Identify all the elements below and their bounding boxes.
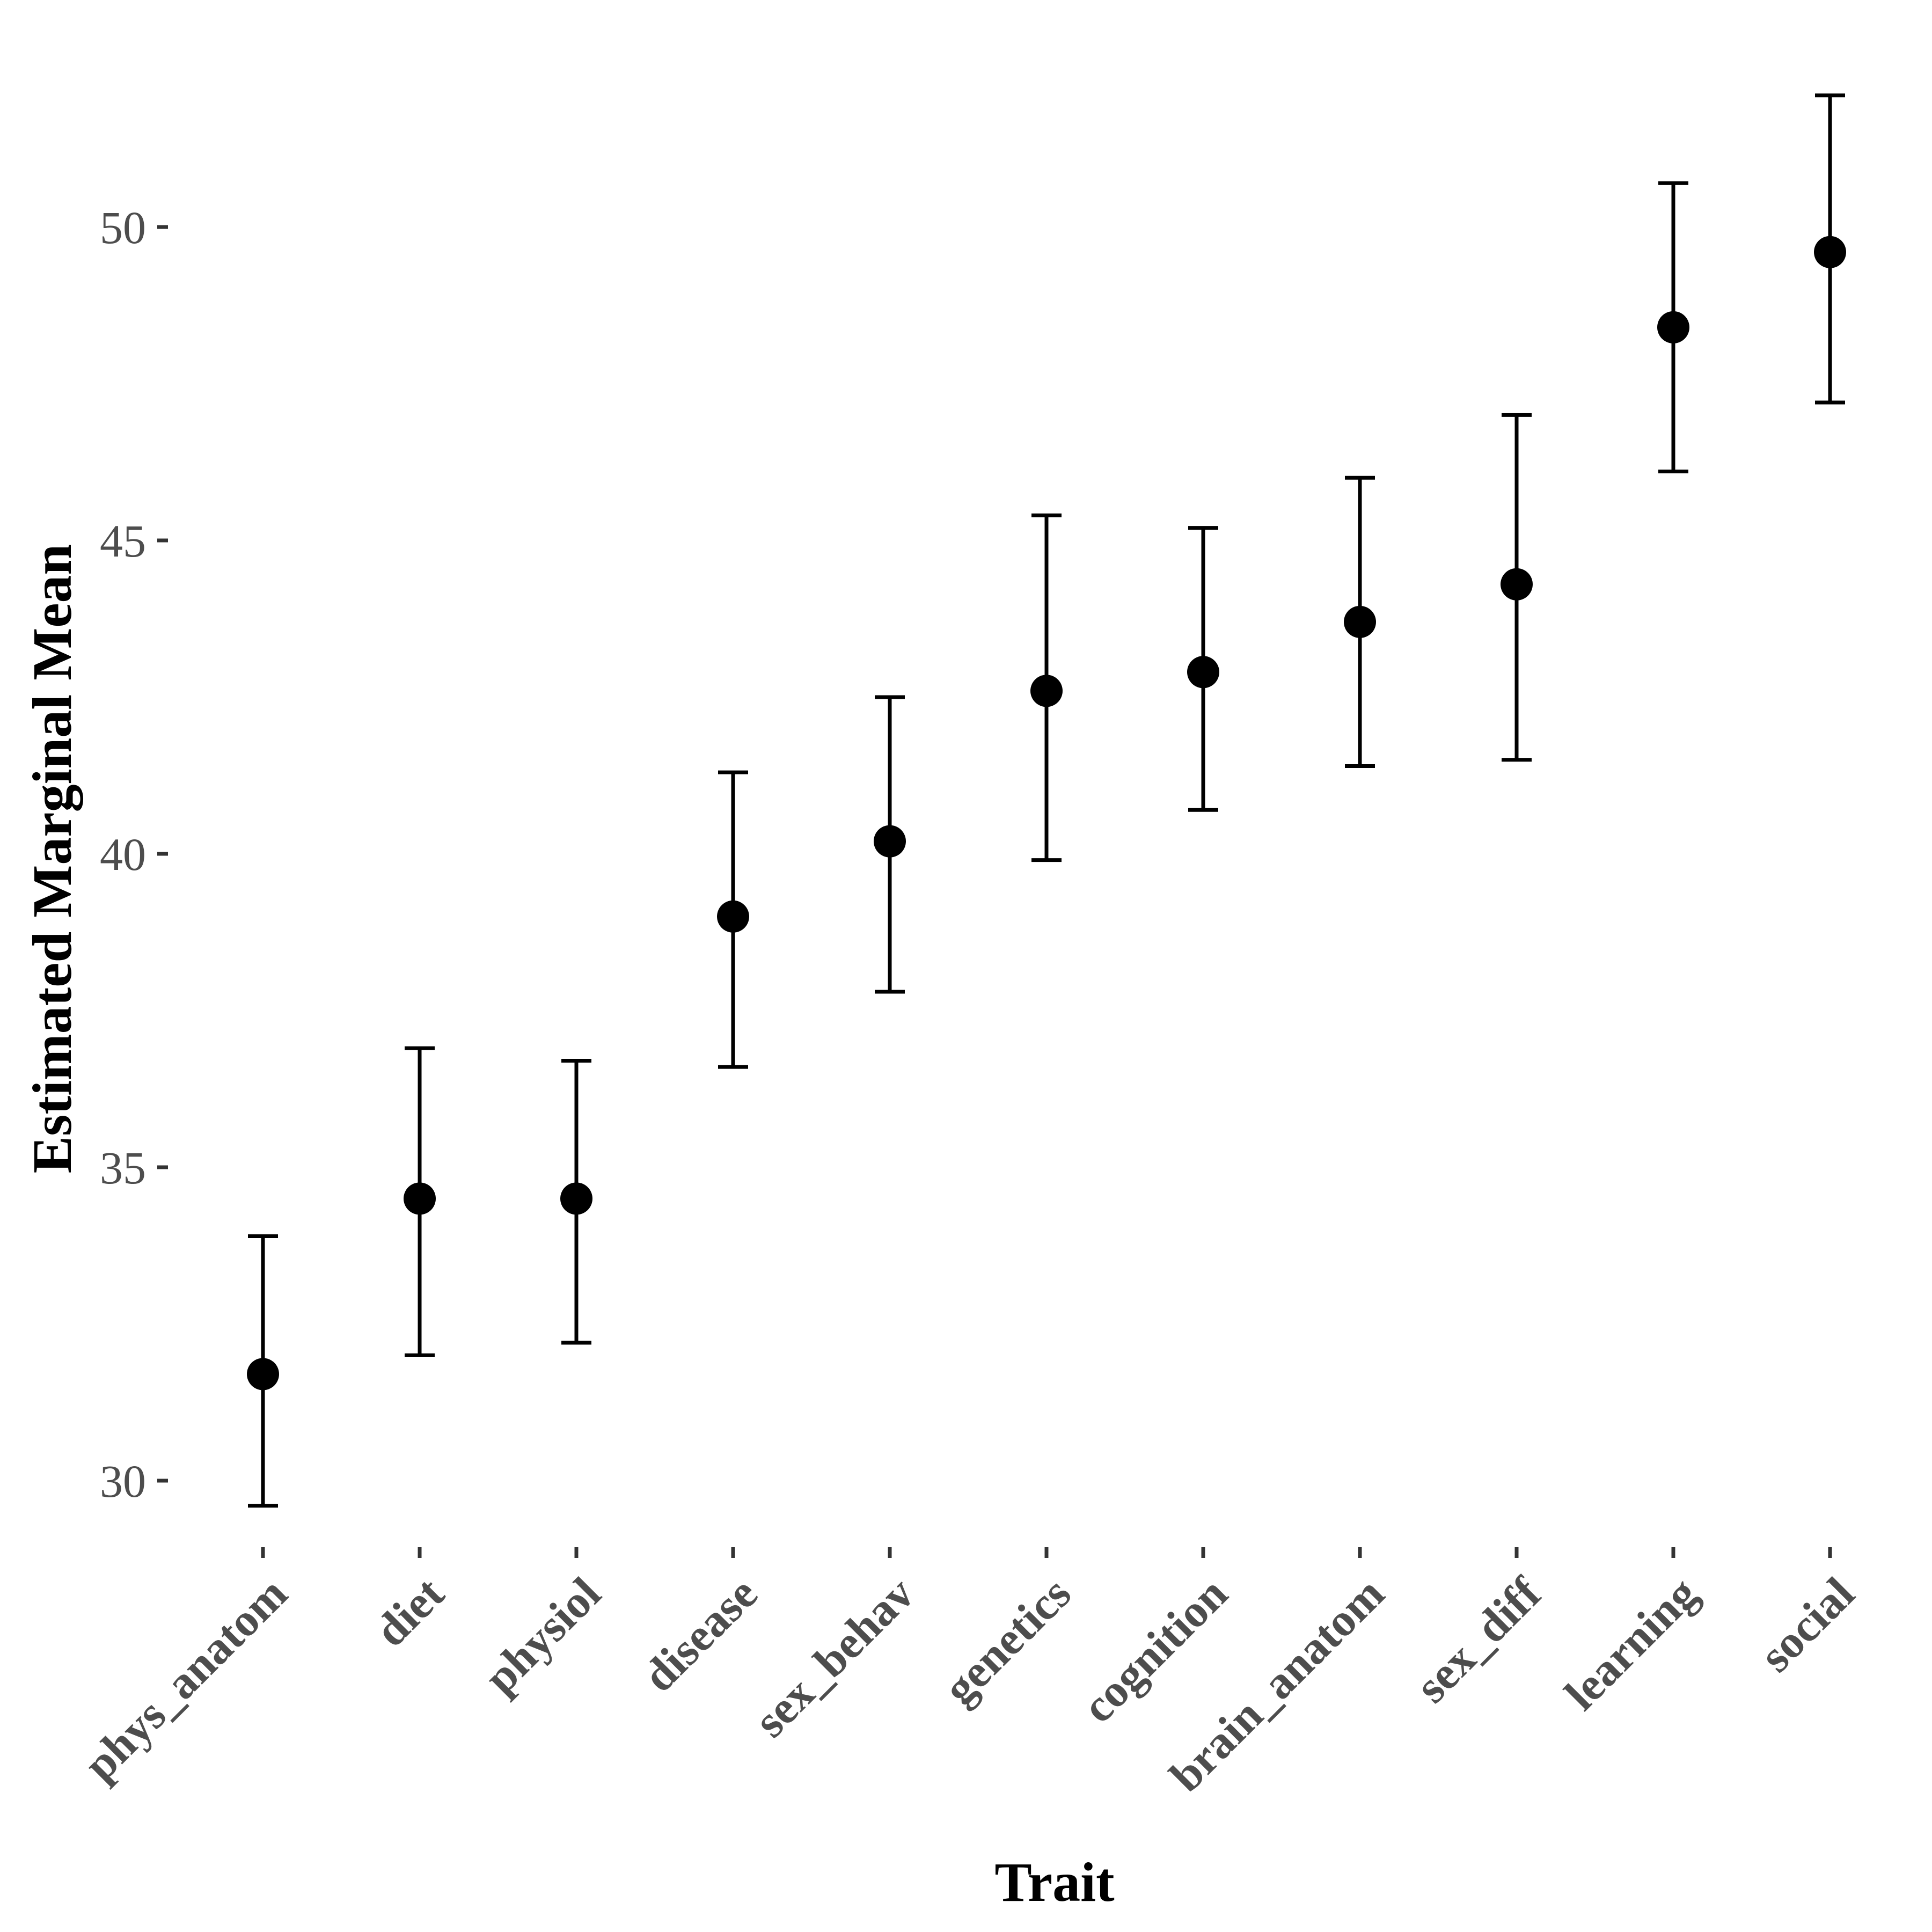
x-tick-label: social <box>1750 1568 1864 1682</box>
data-point <box>1657 311 1689 343</box>
data-point <box>560 1182 592 1215</box>
data-point <box>717 900 749 933</box>
data-point <box>1501 568 1533 601</box>
x-tick-label: sex_diff <box>1406 1567 1552 1713</box>
data-point <box>1814 236 1846 268</box>
x-tick-label: phys_anatom <box>74 1568 297 1791</box>
x-tick-label: sex_behav <box>744 1568 924 1747</box>
y-tick-label: 30 <box>100 1455 146 1507</box>
data-point <box>1187 656 1219 689</box>
x-tick-label: learning <box>1555 1568 1707 1720</box>
x-tick-label: cognition <box>1072 1568 1238 1733</box>
data-point <box>247 1358 279 1391</box>
data-point <box>1344 605 1376 638</box>
y-axis-title: Estimated Marginal Mean <box>21 544 83 1174</box>
y-tick-label: 45 <box>100 515 146 567</box>
data-point <box>404 1182 436 1215</box>
data-point <box>874 825 906 858</box>
x-tick-label: disease <box>633 1568 767 1702</box>
x-tick-label: physiol <box>474 1568 611 1704</box>
data-point <box>1030 675 1063 707</box>
y-tick-label: 35 <box>100 1142 146 1194</box>
x-tick-label: diet <box>365 1567 454 1656</box>
y-axis: 30 35 40 45 50 <box>100 202 168 1507</box>
y-tick-label: 40 <box>100 829 146 880</box>
x-tick-label: genetics <box>934 1568 1081 1715</box>
plot-marks <box>247 93 1846 1508</box>
x-axis-title: Trait <box>994 1851 1115 1913</box>
y-tick-label: 50 <box>100 202 146 253</box>
